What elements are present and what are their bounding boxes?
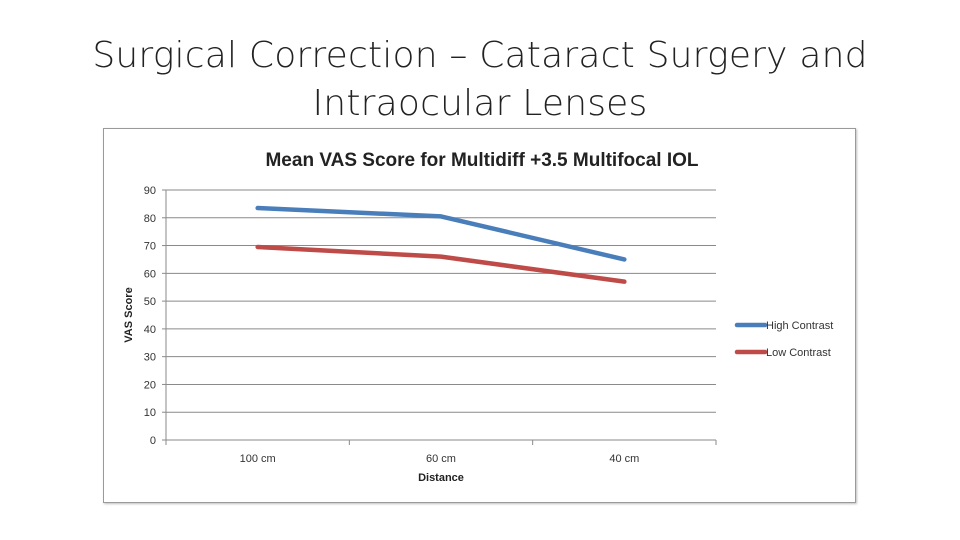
x-axis-label: Distance	[418, 472, 464, 484]
y-tick-label: 60	[144, 268, 156, 280]
chart-title: Mean VAS Score for Multidiff +3.5 Multif…	[265, 150, 698, 171]
line-chart: Mean VAS Score for Multidiff +3.5 Multif…	[123, 150, 833, 484]
y-tick-label: 70	[144, 241, 156, 253]
y-tick-label: 40	[144, 324, 156, 336]
y-tick-label: 20	[144, 379, 156, 391]
series-line-low-contrast	[255, 244, 627, 284]
y-tick-label: 10	[144, 407, 156, 419]
x-tick-label: 40 cm	[609, 453, 639, 465]
y-tick-label: 90	[144, 185, 156, 197]
y-tick-label: 0	[150, 435, 156, 447]
y-tick-label: 80	[144, 213, 156, 225]
slide-title: Surgical Correction – Cataract Surgery a…	[92, 35, 868, 124]
legend-label: High Contrast	[766, 320, 833, 332]
x-tick-label: 60 cm	[426, 453, 456, 465]
x-tick-label: 100 cm	[240, 453, 276, 465]
chart-container: Mean VAS Score for Multidiff +3.5 Multif…	[103, 128, 856, 503]
legend-label: Low Contrast	[766, 347, 831, 359]
y-tick-label: 50	[144, 296, 156, 308]
y-axis-label: VAS Score	[123, 287, 135, 342]
y-tick-label: 30	[144, 352, 156, 364]
